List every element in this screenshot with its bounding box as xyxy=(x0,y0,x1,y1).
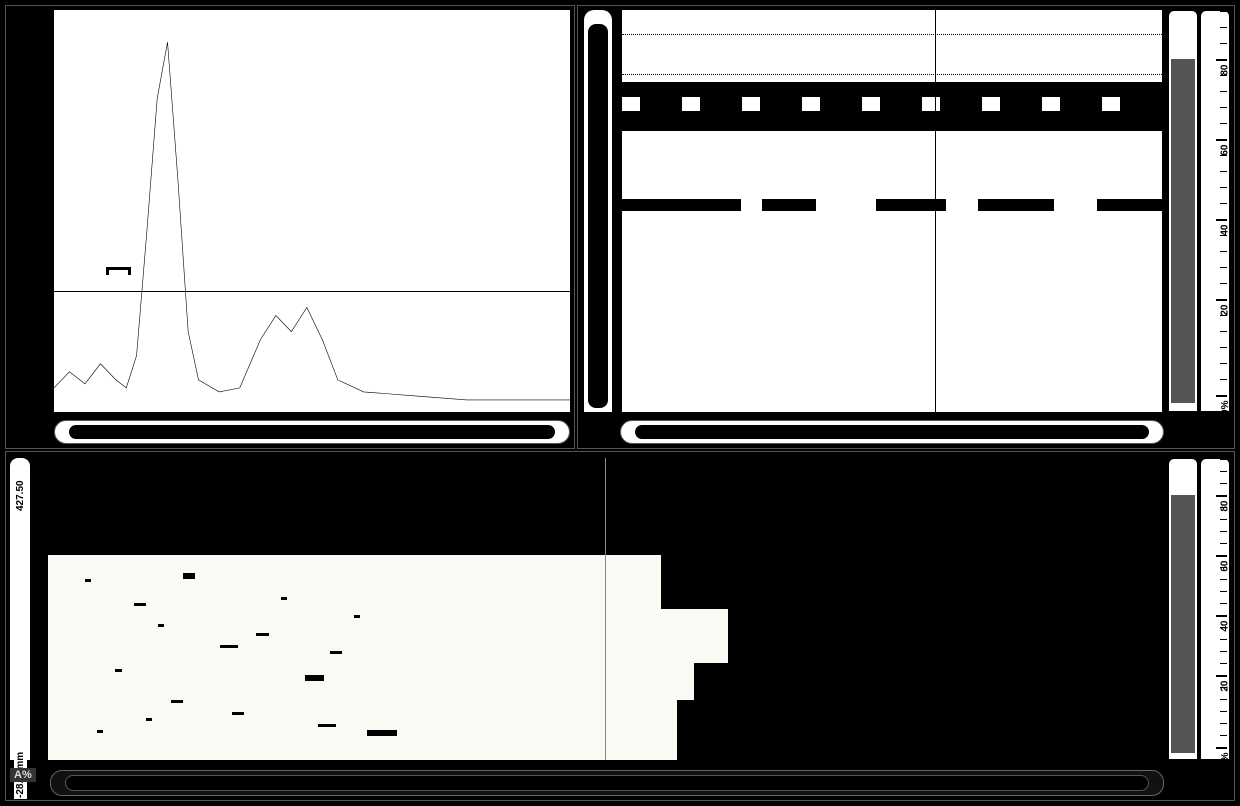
bscan-cursor[interactable] xyxy=(935,10,936,412)
cscan-ruler: 806040200% xyxy=(1200,458,1230,760)
cscan-step-edge xyxy=(661,609,728,663)
cscan-defect-speck xyxy=(330,651,342,654)
cscan-defect-speck xyxy=(158,624,164,627)
cscan-defect-speck xyxy=(85,579,91,582)
ascan-hscroll[interactable] xyxy=(54,420,570,444)
scale-tick-label: 60 xyxy=(1220,145,1231,156)
cscan-defect-speck xyxy=(183,573,195,579)
scale-tick-label: 20 xyxy=(1220,681,1231,692)
cscan-plot[interactable] xyxy=(48,458,1162,760)
scale-tick-label: 40 xyxy=(1220,225,1231,236)
ascan-panel xyxy=(5,5,575,449)
scale-tick-label: 20 xyxy=(1220,305,1231,316)
bscan-ruler: 80 60 40 20 0% xyxy=(1200,10,1230,412)
bscan-colorbar xyxy=(1168,10,1198,412)
ascan-threshold-line xyxy=(54,291,570,292)
ascan-waveform xyxy=(54,10,570,412)
cscan-defect-speck xyxy=(146,718,152,721)
scale-tick-label: 80 xyxy=(1220,65,1231,76)
cscan-defect-speck xyxy=(134,603,146,606)
cscan-panel: 427.50 -28.50mm 80 60 40 20 0% A% xyxy=(5,451,1235,801)
cscan-bottom-label: A% xyxy=(10,768,36,782)
cscan-right-scale: 80 60 40 20 0% xyxy=(1166,452,1234,800)
cscan-divider xyxy=(605,458,606,760)
cscan-defect-speck xyxy=(318,724,336,727)
bscan-vscroll[interactable] xyxy=(578,6,618,448)
cscan-defect-speck xyxy=(256,633,268,636)
cscan-defect-speck xyxy=(232,712,244,715)
scale-tick-label: 0% xyxy=(1220,753,1231,767)
bscan-ref-line xyxy=(622,34,1162,35)
cscan-colorbar xyxy=(1168,458,1198,760)
cscan-hscroll[interactable] xyxy=(50,770,1164,796)
ascan-gate-marker[interactable] xyxy=(106,267,132,275)
cscan-defect-speck xyxy=(354,615,360,618)
cscan-defect-speck xyxy=(220,645,238,648)
cscan-y-axis: 427.50 -28.50mm xyxy=(6,452,48,800)
cscan-defect-speck xyxy=(281,597,287,600)
cscan-defect-speck xyxy=(97,730,103,733)
bscan-noise-row xyxy=(622,231,1162,237)
bscan-right-scale: 80 60 40 20 0% xyxy=(1166,6,1234,448)
cscan-defect-speck xyxy=(367,730,398,736)
cscan-defect-speck xyxy=(171,700,183,703)
bscan-hscroll[interactable] xyxy=(620,420,1164,444)
bscan-defect-row xyxy=(622,199,1162,211)
cscan-step-edge xyxy=(661,663,694,699)
scale-tick-label: 40 xyxy=(1220,621,1231,632)
bscan-plot[interactable] xyxy=(622,10,1162,412)
cscan-plot-wrap xyxy=(48,458,1162,760)
scan-viewer: 80 60 40 20 0% 427.50 -28.50mm 80 60 40 20 0% A% xyxy=(4,4,1236,802)
cscan-light-region xyxy=(48,555,661,760)
cscan-y-top-label: 427.50 xyxy=(14,479,27,512)
scale-tick-label: 0% xyxy=(1220,401,1231,415)
cscan-defect-speck xyxy=(305,675,323,681)
scale-tick-label: 80 xyxy=(1220,501,1231,512)
ascan-left-margin xyxy=(6,6,54,448)
ascan-plot[interactable] xyxy=(54,10,570,412)
cscan-defect-speck xyxy=(115,669,121,672)
scale-tick-label: 60 xyxy=(1220,561,1231,572)
bscan-interface-band xyxy=(622,82,1162,130)
bscan-ref-line xyxy=(622,74,1162,75)
bscan-panel: 80 60 40 20 0% xyxy=(577,5,1235,449)
cscan-step-edge xyxy=(661,700,678,760)
